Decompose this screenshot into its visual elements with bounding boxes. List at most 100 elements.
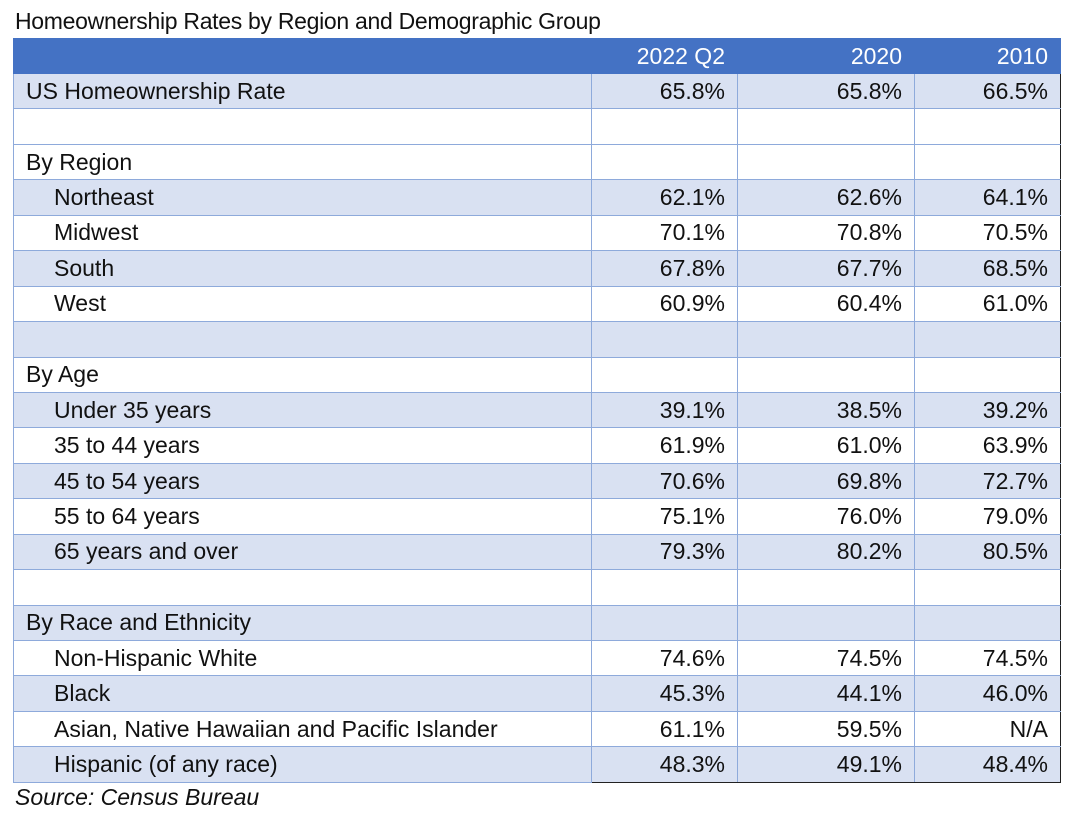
value-cell [914, 143, 1061, 181]
table-row: Hispanic (of any race) 48.3% 49.1% 48.4% [13, 746, 1061, 783]
table-row: Black 45.3% 44.1% 46.0% [13, 675, 1061, 712]
table-row: By Region [13, 143, 1061, 181]
value-cell: 38.5% [737, 391, 915, 429]
value-cell: 61.0% [737, 427, 915, 464]
value-cell: 70.1% [591, 214, 738, 252]
row-label: 35 to 44 years [13, 427, 592, 464]
value-cell: 59.5% [737, 710, 915, 748]
value-cell: 44.1% [737, 675, 915, 712]
header-row: 2022 Q2 2020 2010 [13, 38, 1061, 74]
value-cell: 61.1% [591, 710, 738, 748]
value-cell [591, 356, 738, 393]
value-cell: 70.5% [914, 214, 1061, 252]
value-cell: 39.2% [914, 391, 1061, 429]
value-cell [914, 569, 1061, 606]
value-cell [591, 321, 738, 358]
value-cell [737, 143, 915, 181]
table-row: Midwest 70.1% 70.8% 70.5% [13, 214, 1061, 252]
header-cell-label [13, 38, 592, 74]
row-label [13, 321, 592, 358]
row-label: Non-Hispanic White [13, 639, 592, 677]
value-cell [737, 321, 915, 358]
value-cell: 61.9% [591, 427, 738, 464]
value-cell: 65.8% [591, 72, 738, 110]
value-cell: 79.3% [591, 533, 738, 571]
table-row: Asian, Native Hawaiian and Pacific Islan… [13, 710, 1061, 748]
table-row: West 60.9% 60.4% 61.0% [13, 285, 1061, 323]
row-label: South [13, 250, 592, 287]
table-row [13, 321, 1061, 358]
value-cell: 66.5% [914, 72, 1061, 110]
value-cell: 39.1% [591, 391, 738, 429]
row-label: Black [13, 675, 592, 712]
table-row: By Race and Ethnicity [13, 604, 1061, 642]
value-cell: 76.0% [737, 498, 915, 535]
header-cell-2010: 2010 [914, 38, 1061, 74]
header-cell-2022-q2: 2022 Q2 [591, 38, 738, 74]
table-row: Under 35 years 39.1% 38.5% 39.2% [13, 391, 1061, 429]
source-note: Source: Census Bureau [15, 784, 260, 810]
table-title: Homeownership Rates by Region and Demogr… [15, 8, 601, 34]
value-cell: 75.1% [591, 498, 738, 535]
value-cell: 49.1% [737, 746, 915, 783]
value-cell [591, 108, 738, 145]
value-cell: 65.8% [737, 72, 915, 110]
value-cell: 74.5% [737, 639, 915, 677]
table-row: 35 to 44 years 61.9% 61.0% 63.9% [13, 427, 1061, 464]
value-cell: 74.6% [591, 639, 738, 677]
table-row: 55 to 64 years 75.1% 76.0% 79.0% [13, 498, 1061, 535]
value-cell: 48.4% [914, 746, 1061, 783]
table-row: By Age [13, 356, 1061, 393]
value-cell [914, 321, 1061, 358]
homeownership-table: 2022 Q2 2020 2010 US Homeownership Rate 6… [13, 38, 1061, 783]
value-cell: 62.1% [591, 179, 738, 216]
value-cell: 68.5% [914, 250, 1061, 287]
value-cell: 61.0% [914, 285, 1061, 323]
header-cell-2020: 2020 [737, 38, 915, 74]
row-label: 45 to 54 years [13, 462, 592, 500]
row-label: Under 35 years [13, 391, 592, 429]
value-cell: N/A [914, 710, 1061, 748]
value-cell: 72.7% [914, 462, 1061, 500]
table-row: 45 to 54 years 70.6% 69.8% 72.7% [13, 462, 1061, 500]
row-label: Midwest [13, 214, 592, 252]
value-cell [591, 143, 738, 181]
value-cell: 62.6% [737, 179, 915, 216]
row-label: Northeast [13, 179, 592, 216]
value-cell [737, 569, 915, 606]
value-cell: 80.2% [737, 533, 915, 571]
row-label: By Region [13, 143, 592, 181]
table-row: 65 years and over 79.3% 80.2% 80.5% [13, 533, 1061, 571]
value-cell: 63.9% [914, 427, 1061, 464]
value-cell: 60.4% [737, 285, 915, 323]
row-label [13, 569, 592, 606]
table-row: South 67.8% 67.7% 68.5% [13, 250, 1061, 287]
row-label: US Homeownership Rate [13, 72, 592, 110]
table-row: Northeast 62.1% 62.6% 64.1% [13, 179, 1061, 216]
row-label: By Race and Ethnicity [13, 604, 592, 642]
value-cell: 67.7% [737, 250, 915, 287]
value-cell: 60.9% [591, 285, 738, 323]
row-label: Asian, Native Hawaiian and Pacific Islan… [13, 710, 592, 748]
row-label: West [13, 285, 592, 323]
value-cell: 46.0% [914, 675, 1061, 712]
value-cell: 80.5% [914, 533, 1061, 571]
value-cell: 70.6% [591, 462, 738, 500]
value-cell: 74.5% [914, 639, 1061, 677]
row-label: By Age [13, 356, 592, 393]
value-cell: 69.8% [737, 462, 915, 500]
value-cell: 45.3% [591, 675, 738, 712]
table-row [13, 569, 1061, 606]
value-cell [737, 604, 915, 642]
value-cell [914, 604, 1061, 642]
table-row: Non-Hispanic White 74.6% 74.5% 74.5% [13, 639, 1061, 677]
value-cell [591, 604, 738, 642]
value-cell: 67.8% [591, 250, 738, 287]
row-label: 65 years and over [13, 533, 592, 571]
value-cell: 70.8% [737, 214, 915, 252]
value-cell [737, 108, 915, 145]
row-label: 55 to 64 years [13, 498, 592, 535]
value-cell: 48.3% [591, 746, 738, 783]
value-cell [914, 356, 1061, 393]
table-body: US Homeownership Rate 65.8% 65.8% 66.5% By R… [13, 72, 1061, 783]
